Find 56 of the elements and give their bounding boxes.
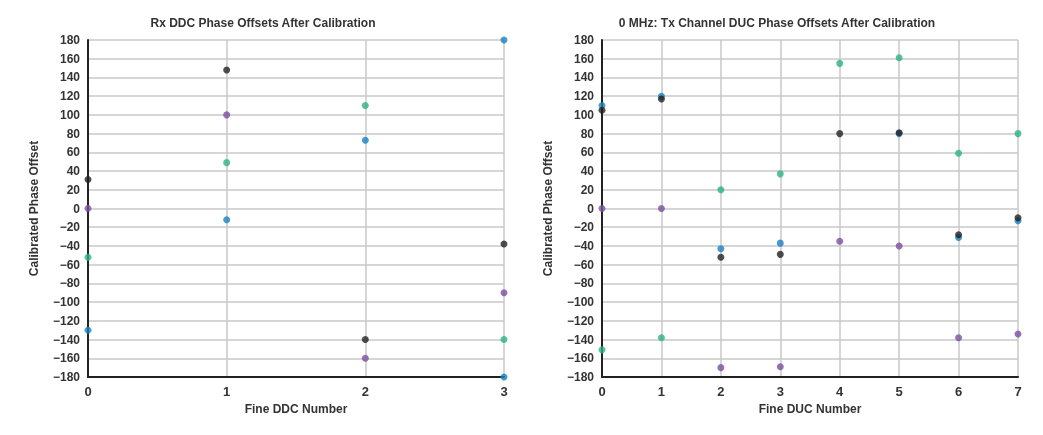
y-tick-label: −60 bbox=[59, 257, 81, 272]
y-tick-label: 160 bbox=[59, 51, 81, 66]
y-tick-label: 140 bbox=[59, 70, 81, 85]
y-tick-label: −60 bbox=[573, 257, 595, 272]
y-tick-label: 40 bbox=[580, 164, 595, 179]
y-tick-label: 0 bbox=[73, 201, 81, 216]
y-tick-label: −40 bbox=[59, 238, 81, 253]
y-tick-label: 20 bbox=[66, 182, 81, 197]
y-tick-label: −80 bbox=[573, 276, 595, 291]
x-axis-title: Fine DUC Number bbox=[758, 401, 862, 416]
y-tick-label: −180 bbox=[566, 370, 595, 384]
y-tick-label: −160 bbox=[566, 351, 595, 366]
y-tick-label: −120 bbox=[52, 313, 81, 328]
x-tick-label: 7 bbox=[1014, 384, 1022, 399]
y-tick-label: −20 bbox=[573, 220, 595, 235]
y-tick-label: 60 bbox=[66, 145, 81, 160]
y-axis-title: Calibrated Phase Offset bbox=[541, 140, 555, 277]
y-tick-label: 120 bbox=[573, 89, 595, 104]
y-tick-label: −180 bbox=[52, 370, 81, 384]
x-tick-label: 1 bbox=[223, 384, 231, 399]
chart-title: 0 MHz: Tx Channel DUC Phase Offsets After Calibration bbox=[618, 16, 936, 30]
y-tick-label: 80 bbox=[580, 126, 595, 141]
x-tick-label: 2 bbox=[717, 384, 725, 399]
y-tick-label: −160 bbox=[52, 351, 81, 366]
y-tick-label: 80 bbox=[66, 126, 81, 141]
y-tick-label: −140 bbox=[52, 332, 81, 347]
y-tick-label: 0 bbox=[587, 201, 595, 216]
y-tick-label: 180 bbox=[59, 33, 81, 47]
y-tick-label: 20 bbox=[580, 182, 595, 197]
x-tick-label: 5 bbox=[895, 384, 903, 399]
y-tick-label: −100 bbox=[566, 295, 595, 310]
y-axis-title: Calibrated Phase Offset bbox=[27, 140, 41, 277]
x-tick-label: 4 bbox=[836, 384, 845, 399]
x-tick-label: 2 bbox=[361, 384, 369, 399]
x-tick-label: 3 bbox=[500, 384, 508, 399]
y-tick-label: −20 bbox=[59, 220, 81, 235]
y-tick-label: −140 bbox=[566, 332, 595, 347]
y-tick-label: 180 bbox=[573, 33, 595, 47]
y-tick-label: 40 bbox=[66, 164, 81, 179]
y-tick-label: 160 bbox=[573, 51, 595, 66]
y-tick-label: 140 bbox=[573, 70, 595, 85]
y-tick-label: 100 bbox=[59, 107, 81, 122]
x-tick-label: 1 bbox=[657, 384, 666, 399]
x-tick-label: 0 bbox=[84, 384, 92, 399]
y-tick-label: 120 bbox=[59, 89, 81, 104]
x-axis-title: Fine DDC Number bbox=[244, 401, 348, 416]
x-tick-label: 6 bbox=[954, 384, 963, 399]
x-tick-label: 0 bbox=[598, 384, 606, 399]
y-tick-label: 100 bbox=[573, 107, 595, 122]
y-tick-label: −40 bbox=[573, 238, 595, 253]
chart-title: Rx DDC Phase Offsets After Calibration bbox=[150, 16, 376, 30]
x-tick-label: 3 bbox=[776, 384, 784, 399]
y-tick-label: −100 bbox=[52, 295, 81, 310]
y-tick-label: 60 bbox=[580, 145, 595, 160]
y-tick-label: −80 bbox=[59, 276, 81, 291]
y-tick-label: −120 bbox=[566, 313, 595, 328]
